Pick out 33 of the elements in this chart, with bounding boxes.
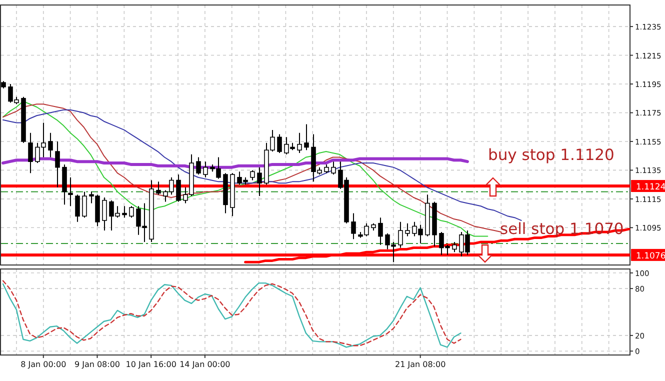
candlestick [277, 134, 282, 154]
candlestick [75, 194, 80, 222]
candlestick [102, 196, 107, 232]
annotation: buy stop 1.1120 [488, 146, 614, 164]
candlestick [297, 132, 302, 154]
x-tick-label: 9 Jan 08:00 [74, 360, 120, 369]
candlestick [129, 206, 134, 218]
x-tick-label: 8 Jan 00:00 [20, 360, 66, 369]
candlestick [378, 217, 383, 246]
candlestick [176, 174, 181, 202]
candlestick [156, 181, 161, 196]
candlestick [203, 161, 208, 178]
candlestick [122, 206, 127, 218]
candlestick [28, 132, 33, 174]
candlestick [82, 191, 87, 218]
candlestick [68, 176, 73, 207]
candlestick [405, 222, 410, 237]
x-tick-label: 10 Jan 16:00 [126, 360, 176, 369]
candlestick [257, 166, 262, 197]
candlestick [452, 242, 457, 253]
candlestick [398, 221, 403, 248]
ref-line-label: 1.1076 [636, 251, 665, 262]
x-tick-label: 21 Jan 08:00 [395, 360, 446, 369]
ref-line-label: 1.1124 [636, 182, 665, 192]
candlestick [351, 212, 356, 240]
x-tick-label: 14 Jan 00:00 [180, 360, 230, 369]
candlestick [196, 156, 201, 176]
candlestick [55, 140, 60, 188]
line-series [2, 109, 522, 221]
candlestick [48, 132, 53, 158]
candlestick [250, 170, 255, 181]
candlestick [331, 161, 336, 176]
candlestick [304, 124, 309, 151]
